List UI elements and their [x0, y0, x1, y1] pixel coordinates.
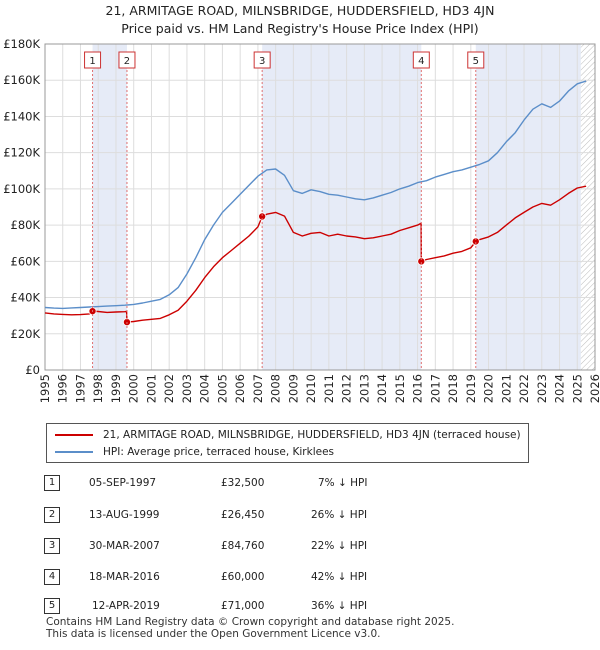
sale-point — [258, 212, 267, 221]
x-tick-label: 2012 — [340, 374, 354, 403]
transaction-row: 3 30-MAR-2007 £84,760 22% ↓ HPI — [0, 538, 600, 556]
transaction-price: £60,000 — [221, 571, 265, 583]
hpi-line — [44, 80, 587, 310]
transaction-price: £32,500 — [221, 477, 265, 489]
x-tick-label: 2024 — [553, 374, 567, 403]
y-tick-label: £120K — [3, 146, 40, 160]
x-tick-label: 2016 — [411, 374, 425, 403]
y-tick-label: £140K — [3, 109, 40, 123]
x-tick-label: 2023 — [535, 374, 549, 403]
x-tick-label: 2003 — [180, 374, 194, 403]
transaction-hpi-diff: 36% ↓ HPI — [311, 600, 368, 612]
legend-item-hpi: HPI: Average price, terraced house, Kirk… — [55, 444, 334, 460]
x-tick-label: 2022 — [517, 374, 531, 403]
sale-marker-label: 3 — [259, 56, 265, 67]
sale-marker-box — [118, 51, 136, 69]
x-tick-label: 2006 — [233, 374, 247, 403]
x-tick-label: 2005 — [215, 374, 229, 403]
x-tick-label: 2007 — [251, 374, 265, 403]
transaction-price: £71,000 — [221, 600, 265, 612]
transaction-hpi-diff: 22% ↓ HPI — [311, 540, 368, 552]
transaction-date: 13-AUG-1999 — [89, 509, 160, 521]
x-tick-label: 2017 — [428, 374, 442, 403]
footer: Contains HM Land Registry data © Crown c… — [46, 616, 454, 640]
plot-frame — [44, 43, 596, 371]
transaction-date: 30-MAR-2007 — [89, 540, 160, 552]
x-tick-label: 2008 — [269, 374, 283, 403]
y-tick-label: £60K — [11, 254, 41, 268]
y-tick-label: £80K — [11, 218, 41, 232]
x-tick-label: 2002 — [162, 374, 176, 403]
legend-label-property: 21, ARMITAGE ROAD, MILNSBRIDGE, HUDDERSF… — [103, 429, 521, 441]
sale-point — [417, 257, 426, 266]
ownership-band — [262, 44, 422, 370]
transaction-price: £84,760 — [221, 540, 265, 552]
legend-swatch-hpi — [55, 451, 93, 453]
x-tick-label: 2014 — [375, 374, 389, 403]
transaction-number: 3 — [44, 538, 60, 554]
y-tick-label: £180K — [3, 37, 40, 51]
transaction-row: 2 13-AUG-1999 £26,450 26% ↓ HPI — [0, 507, 600, 525]
legend-item-property: 21, ARMITAGE ROAD, MILNSBRIDGE, HUDDERSF… — [55, 427, 521, 443]
x-tick-label: 2025 — [570, 374, 584, 403]
copyright-notice: Contains HM Land Registry data © Crown c… — [46, 616, 455, 628]
legend-label-hpi: HPI: Average price, terraced house, Kirk… — [103, 446, 335, 458]
x-tick-label: 2011 — [322, 374, 336, 403]
chart-subtitle: Price paid vs. HM Land Registry's House … — [121, 21, 479, 36]
chart-title: 21, ARMITAGE ROAD, MILNSBRIDGE, HUDDERSF… — [105, 3, 495, 18]
x-tick-label: 2009 — [286, 374, 300, 403]
sale-marker-label: 2 — [124, 56, 130, 67]
x-tick-label: 1995 — [38, 374, 52, 403]
ownership-band — [475, 44, 581, 370]
x-tick-label: 2001 — [144, 374, 158, 403]
x-tick-label: 1996 — [56, 374, 70, 403]
transaction-date: 18-MAR-2016 — [89, 571, 160, 583]
x-tick-label: 1997 — [73, 374, 87, 403]
transaction-hpi-diff: 42% ↓ HPI — [311, 571, 368, 583]
forecast-hatch — [580, 44, 595, 370]
x-tick-label: 2000 — [127, 374, 141, 403]
sale-marker-label: 4 — [418, 56, 424, 67]
x-tick-label: 2019 — [464, 374, 478, 403]
x-tick-label: 1999 — [109, 374, 123, 403]
transaction-date: 12-APR-2019 — [92, 600, 160, 612]
transaction-row: 4 18-MAR-2016 £60,000 42% ↓ HPI — [0, 569, 600, 587]
transaction-number: 5 — [44, 598, 60, 614]
y-tick-label: £160K — [3, 73, 40, 87]
x-tick-label: 1998 — [91, 374, 105, 403]
x-tick-label: 2018 — [446, 374, 460, 403]
x-tick-label: 2004 — [198, 374, 212, 403]
transaction-hpi-diff: 7% ↓ HPI — [318, 477, 368, 489]
transaction-number: 1 — [44, 475, 60, 491]
transaction-date: 05-SEP-1997 — [89, 477, 157, 489]
price-chart: £0 £20K £40K £60K £80K £100K £120K £140K £160K £1… — [3, 37, 600, 403]
x-tick-label: 2015 — [393, 374, 407, 403]
y-tick-label: £20K — [11, 327, 41, 341]
x-tick-label: 2010 — [304, 374, 318, 403]
licence-notice: This data is licensed under the Open Gov… — [46, 628, 381, 640]
transaction-price: £26,450 — [221, 509, 265, 521]
sale-marker-label: 1 — [89, 56, 95, 67]
y-tick-label: £0 — [25, 363, 40, 377]
x-tick-label: 2021 — [499, 374, 513, 403]
legend-swatch-property — [55, 434, 93, 436]
y-tick-label: £40K — [11, 291, 41, 305]
x-tick-label: 2026 — [588, 374, 600, 403]
y-tick-label: £100K — [3, 182, 40, 196]
transaction-hpi-diff: 26% ↓ HPI — [311, 509, 368, 521]
x-tick-label: 2020 — [482, 374, 496, 403]
sale-marker-box — [253, 51, 271, 69]
transaction-number: 2 — [44, 507, 60, 523]
transaction-row: 5 12-APR-2019 £71,000 36% ↓ HPI — [0, 598, 600, 616]
transaction-number: 4 — [44, 569, 60, 585]
sale-marker-box — [84, 51, 102, 69]
sale-point — [471, 237, 480, 246]
sale-marker-label: 5 — [473, 56, 479, 67]
sale-marker-box — [467, 51, 485, 69]
ownership-band — [92, 44, 127, 370]
transaction-row: 1 05-SEP-1997 £32,500 7% ↓ HPI — [0, 475, 600, 493]
x-tick-label: 2013 — [357, 374, 371, 403]
legend: 21, ARMITAGE ROAD, MILNSBRIDGE, HUDDERSF… — [46, 423, 529, 463]
sale-marker-box — [412, 51, 430, 69]
